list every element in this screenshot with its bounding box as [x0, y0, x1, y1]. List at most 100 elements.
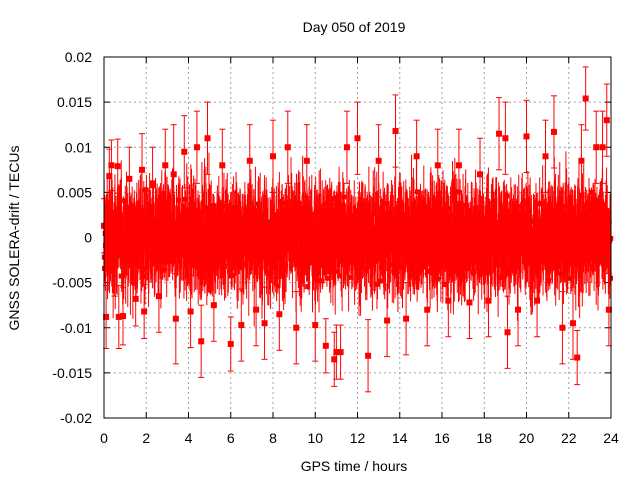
- noise-point: [220, 211, 226, 217]
- noise-point: [225, 203, 231, 209]
- noise-point: [589, 250, 595, 256]
- noise-point: [602, 256, 608, 262]
- noise-point: [465, 229, 471, 235]
- noise-point: [357, 244, 363, 250]
- noise-point: [402, 220, 408, 226]
- noise-point: [173, 239, 179, 245]
- data-point: [132, 295, 139, 302]
- noise-point: [508, 214, 514, 220]
- noise-point: [567, 253, 573, 259]
- noise-point: [250, 238, 256, 244]
- noise-point: [143, 216, 149, 222]
- noise-point: [167, 251, 173, 257]
- noise-point: [274, 256, 280, 262]
- noise-point: [281, 247, 287, 253]
- noise-point: [199, 225, 205, 231]
- noise-point: [105, 244, 111, 250]
- noise-point: [465, 258, 471, 264]
- noise-point: [380, 269, 386, 275]
- noise-point: [422, 264, 428, 270]
- noise-point: [486, 220, 492, 226]
- noise-point: [535, 223, 541, 229]
- data-point: [333, 349, 340, 356]
- noise-point: [345, 238, 351, 244]
- noise-point: [265, 270, 271, 276]
- y-tick-label: 0.015: [57, 94, 92, 110]
- noise-point: [492, 211, 498, 217]
- x-tick-label: 0: [100, 430, 108, 446]
- noise-point: [391, 268, 397, 274]
- noise-point: [148, 204, 154, 210]
- noise-point: [536, 261, 542, 267]
- noise-point: [447, 260, 453, 266]
- noise-point: [245, 253, 251, 259]
- noise-point: [140, 211, 146, 217]
- noise-point: [348, 243, 354, 249]
- noise-point: [486, 254, 492, 260]
- noise-point: [322, 230, 328, 236]
- noise-point: [306, 256, 312, 262]
- noise-point: [431, 226, 437, 232]
- noise-point: [565, 222, 571, 228]
- noise-point: [190, 263, 196, 269]
- noise-point: [491, 238, 497, 244]
- noise-point: [388, 262, 394, 268]
- noise-point: [253, 238, 259, 244]
- noise-point: [162, 247, 168, 253]
- noise-point: [293, 234, 299, 240]
- noise-point: [218, 222, 224, 228]
- noise-point: [568, 205, 574, 211]
- noise-point: [535, 242, 541, 248]
- noise-point: [356, 259, 362, 265]
- noise-point: [228, 226, 234, 232]
- noise-point: [361, 202, 367, 208]
- noise-point: [451, 238, 457, 244]
- noise-point: [500, 254, 506, 260]
- noise-point: [128, 263, 134, 269]
- noise-point: [458, 217, 464, 223]
- noise-point: [260, 240, 266, 246]
- noise-point: [376, 236, 382, 242]
- noise-point: [176, 237, 182, 243]
- noise-point: [598, 244, 604, 250]
- noise-point: [290, 204, 296, 210]
- noise-point: [111, 230, 117, 236]
- noise-point: [532, 261, 538, 267]
- noise-point: [411, 241, 417, 247]
- noise-point: [538, 235, 544, 241]
- noise-point: [237, 234, 243, 240]
- noise-point: [456, 239, 462, 245]
- y-tick-label: 0.02: [65, 49, 92, 65]
- noise-point: [282, 219, 288, 225]
- noise-point: [328, 244, 334, 250]
- noise-point: [125, 206, 131, 212]
- data-point: [534, 297, 541, 304]
- noise-point: [202, 237, 208, 243]
- noise-point: [317, 209, 323, 215]
- noise-point: [559, 271, 565, 277]
- data-point: [284, 144, 291, 151]
- noise-point: [581, 237, 587, 243]
- data-point: [219, 162, 226, 169]
- data-point: [227, 340, 234, 347]
- x-tick-label: 4: [185, 430, 193, 446]
- noise-point: [504, 270, 510, 276]
- noise-point: [181, 252, 187, 258]
- noise-point: [309, 234, 315, 240]
- noise-point: [204, 232, 210, 238]
- noise-point: [253, 255, 259, 261]
- noise-point: [592, 239, 598, 245]
- noise-point: [220, 239, 226, 245]
- noise-point: [313, 229, 319, 235]
- data-point: [392, 128, 399, 135]
- noise-point: [214, 261, 220, 267]
- noise-point: [442, 232, 448, 238]
- noise-point: [269, 227, 275, 233]
- noise-point: [476, 217, 482, 223]
- noise-point: [379, 199, 385, 205]
- data-point: [162, 162, 169, 169]
- noise-point: [540, 259, 546, 265]
- noise-point: [524, 242, 530, 248]
- noise-point: [434, 247, 440, 253]
- noise-point: [390, 216, 396, 222]
